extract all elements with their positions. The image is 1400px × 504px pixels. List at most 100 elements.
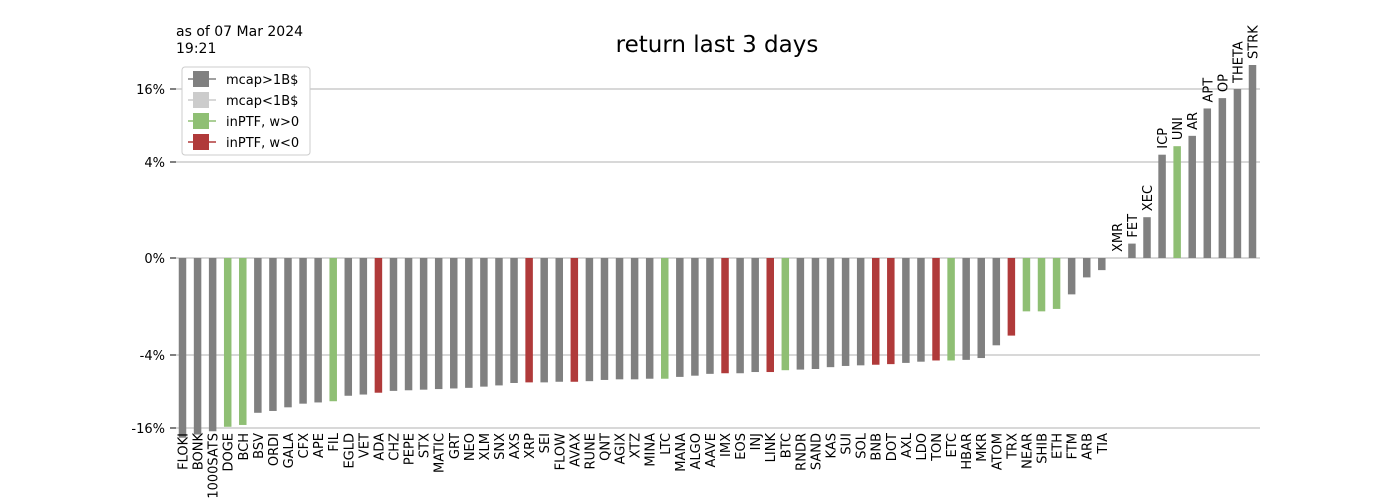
bar (269, 258, 277, 411)
x-tick-label: FLOW (553, 433, 568, 470)
x-tick-label: LINK (764, 433, 779, 463)
x-tick-label: AAVE (704, 433, 719, 467)
x-tick-label: TRX (1005, 433, 1020, 460)
bar (360, 258, 368, 395)
x-tick-label: GALA (282, 433, 297, 469)
bar (194, 258, 202, 435)
x-tick-label: CHZ (387, 433, 402, 461)
bar (977, 258, 985, 358)
x-tick-label: BNB (870, 433, 885, 461)
bar (314, 258, 322, 402)
x-tick-label: AXS (508, 433, 523, 459)
bar (691, 258, 699, 376)
x-tick-label: INJ (749, 433, 764, 450)
bar (1204, 108, 1212, 258)
x-tick-label: FIL (327, 432, 342, 451)
x-tick-label: AGIX (614, 433, 629, 465)
legend-swatch (194, 135, 209, 150)
bar (601, 258, 609, 380)
bar-top-label: OP (1216, 74, 1231, 92)
bar (1008, 258, 1016, 336)
bar (902, 258, 910, 363)
y-tick-label: -4% (140, 349, 165, 364)
bar (1098, 258, 1106, 270)
bar (239, 258, 247, 425)
bar (525, 258, 533, 382)
x-tick-label: SNX (493, 433, 508, 460)
legend-label: inPTF, w<0 (226, 136, 299, 151)
x-tick-label: QNT (598, 433, 613, 461)
legend-label: inPTF, w>0 (226, 115, 299, 130)
x-tick-label: RUNE (583, 433, 598, 470)
x-tick-label: DOGE (222, 433, 237, 472)
x-tick-label: XLM (478, 433, 493, 460)
x-tick-label: PEPE (403, 433, 418, 465)
bar (676, 258, 684, 377)
bar (1023, 258, 1030, 311)
bar (706, 258, 714, 374)
x-tick-label: FLOKI (177, 433, 192, 470)
bar-top-label: AR (1186, 112, 1201, 130)
bar (962, 258, 970, 360)
bar (1068, 258, 1076, 294)
x-tick-label: SOL (855, 432, 870, 458)
x-tick-label: AVAX (568, 433, 583, 467)
x-tick-label: TIA (1096, 433, 1111, 455)
x-tick-label: ALGO (689, 433, 704, 469)
bar (465, 258, 473, 388)
chart-title: return last 3 days (616, 32, 819, 58)
x-tick-label: MATIC (433, 433, 448, 473)
bar-top-label: STRK (1247, 25, 1262, 59)
x-tick-label: AXL (900, 432, 915, 458)
legend-swatch (194, 114, 209, 129)
bar (435, 258, 443, 389)
bar (631, 258, 639, 379)
bar (556, 258, 564, 382)
bar (1143, 217, 1151, 258)
x-tick-label: ARB (1081, 433, 1096, 460)
x-tick-label: NEO (463, 433, 478, 461)
bar (1053, 258, 1061, 309)
bar (947, 258, 955, 360)
bar (1083, 258, 1091, 277)
bar (616, 258, 624, 379)
bar (887, 258, 895, 364)
bar-top-label: XMR (1111, 223, 1126, 252)
legend-label: mcap>1B$ (226, 73, 298, 88)
x-tick-label: EOS (734, 433, 749, 460)
bar (1158, 155, 1166, 258)
x-tick-label: SUI (840, 433, 855, 455)
x-tick-label: GRT (448, 433, 463, 459)
bar (782, 258, 790, 370)
bar (646, 258, 654, 379)
bar (842, 258, 850, 366)
y-tick-label: -16% (131, 422, 165, 437)
x-tick-label: XRP (523, 433, 538, 459)
bar (932, 258, 940, 360)
bar (390, 258, 398, 391)
x-tick-label: SEI (538, 433, 553, 453)
x-tick-label: EGLD (342, 433, 357, 469)
x-tick-label: XTZ (629, 433, 644, 459)
bar (405, 258, 413, 390)
bar (571, 258, 579, 382)
x-tick-label: ATOM (990, 433, 1005, 470)
x-tick-label: MINA (644, 433, 659, 467)
bar (721, 258, 729, 373)
bar (661, 258, 669, 379)
bar (1038, 258, 1046, 311)
x-tick-label: STX (418, 433, 433, 458)
x-tick-label: RNDR (794, 433, 809, 471)
legend-swatch (194, 93, 209, 108)
bar (751, 258, 759, 372)
bar (1128, 244, 1136, 258)
bar (586, 258, 594, 381)
x-tick-label: KAS (825, 433, 840, 458)
x-tick-label: SAND (809, 433, 824, 470)
x-tick-label: IMX (719, 433, 734, 457)
bar (797, 258, 805, 370)
bar (345, 258, 353, 396)
